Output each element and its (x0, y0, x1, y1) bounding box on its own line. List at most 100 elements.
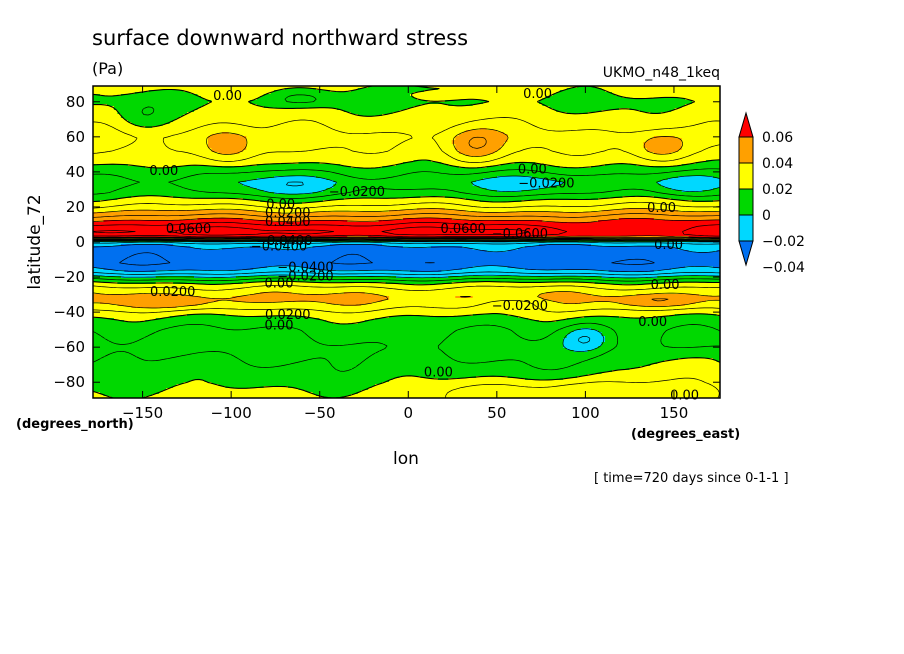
field-cell (517, 248, 679, 251)
field-cell (643, 146, 683, 149)
field-cell (302, 248, 474, 251)
field-cell (322, 396, 345, 398)
field-cell (291, 292, 345, 295)
x-tick-label: −100 (211, 404, 252, 422)
field-cell (357, 322, 720, 325)
field-cell (653, 196, 720, 199)
field-cell (93, 134, 213, 137)
field-cell (413, 106, 550, 109)
field-cell (423, 90, 561, 93)
field-cell (713, 176, 720, 179)
field-cell (441, 162, 516, 165)
field-cell (145, 320, 327, 323)
contour-line (119, 252, 655, 266)
field-cell (93, 338, 564, 341)
chart-title: surface downward northward stress (92, 26, 468, 50)
contour-line (93, 128, 720, 309)
colorbar-arrow-bottom (738, 240, 754, 267)
y-tick-label: 80 (66, 93, 85, 111)
field-cell (472, 248, 519, 251)
field-cell (601, 210, 679, 213)
colorbar-box (738, 214, 754, 242)
field-cell (190, 92, 272, 95)
contour-label: 0.00 (149, 164, 178, 179)
field-cell (93, 162, 300, 165)
field-cell (671, 268, 720, 271)
field-cell (246, 140, 453, 143)
field-cell (93, 184, 244, 187)
y-tick-label: 20 (66, 198, 85, 216)
field-cell (207, 146, 247, 149)
field-cell (113, 106, 202, 109)
field-cell (451, 282, 596, 285)
field-cell (187, 314, 226, 317)
field-cell (93, 144, 209, 147)
field-cell (93, 156, 720, 159)
field-cell (93, 248, 202, 251)
field-cell (120, 244, 174, 247)
field-cell (176, 118, 720, 121)
field-cell (618, 316, 658, 319)
field-cell (674, 136, 720, 139)
field-cell (587, 374, 720, 377)
field-cell (458, 134, 509, 137)
field-cell (524, 268, 672, 271)
colorbar-box (738, 162, 754, 190)
field-cell (120, 210, 258, 213)
field-cell (448, 378, 526, 381)
field-cell (361, 304, 631, 307)
field-cell (549, 186, 665, 189)
field-cell (93, 272, 720, 275)
field-cell (274, 176, 317, 179)
field-cell (93, 126, 146, 129)
field-cell (322, 190, 498, 193)
field-cell (403, 218, 453, 221)
field-cell (336, 182, 474, 185)
field-cell (580, 292, 720, 295)
field-cell (598, 330, 720, 333)
field-cell (612, 370, 720, 373)
field-cell (207, 102, 251, 105)
field-cell (389, 380, 720, 383)
contour-label: −0.0600 (492, 227, 548, 242)
field-cell (200, 106, 265, 109)
contour-label: −0.0200 (277, 269, 333, 284)
field-cell (312, 192, 720, 195)
field-cell (246, 180, 334, 183)
field-cell (197, 304, 341, 307)
field-cell (507, 314, 676, 317)
contour-label: 0.0600 (166, 222, 212, 237)
field-cell (225, 314, 474, 317)
field-cell (249, 102, 484, 105)
field-cell (486, 166, 561, 169)
field-cell (660, 184, 720, 187)
field-cell (93, 362, 658, 365)
contour-label: 0.00 (265, 276, 294, 291)
field-cell (587, 350, 720, 353)
field-cell (465, 198, 599, 201)
field-cell (93, 366, 641, 369)
field-cell (117, 198, 244, 201)
contour-label: −0.0400 (251, 240, 307, 255)
field-cell (455, 144, 505, 147)
field-cell (93, 188, 258, 191)
field-cell (444, 208, 624, 211)
x-units-label: (degrees_east) (631, 427, 740, 442)
field-cell (169, 316, 307, 319)
field-cell (507, 140, 648, 143)
field-cell (653, 208, 720, 211)
field-cell (500, 148, 648, 151)
y-axis-ticks: −80 −60 −40 −20 0 20 40 60 80 (53, 93, 720, 391)
field-cell (455, 146, 502, 149)
field-cell (500, 146, 644, 149)
field-cell (657, 316, 720, 319)
field-cell (93, 288, 720, 291)
field-cell (93, 346, 564, 349)
field-cell (357, 114, 383, 117)
field-cell (173, 196, 422, 199)
field-cell (93, 312, 720, 315)
field-cell (204, 98, 258, 101)
field-cell (378, 294, 540, 297)
y-tick-label: 0 (75, 233, 85, 251)
field-cell (479, 128, 488, 131)
